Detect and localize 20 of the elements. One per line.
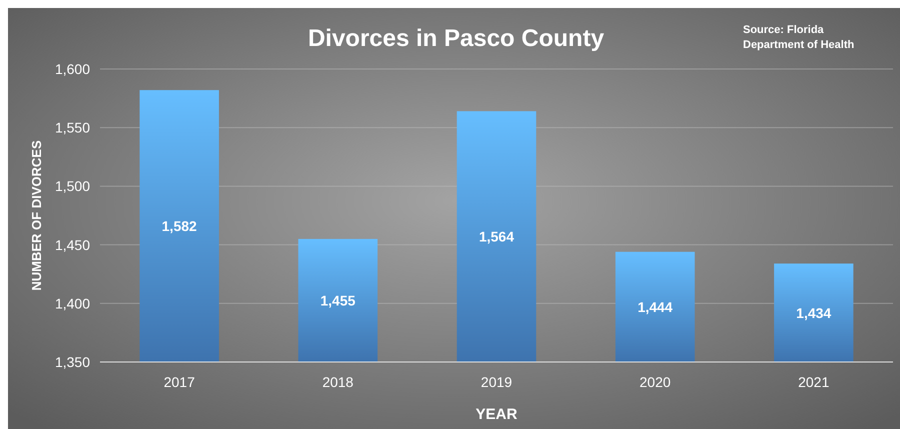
y-tick-label: 1,550 xyxy=(54,120,90,136)
data-label: 1,455 xyxy=(320,292,356,308)
x-axis-title: YEAR xyxy=(476,406,518,423)
x-tick-label: 2021 xyxy=(798,374,830,390)
x-tick-label: 2019 xyxy=(480,374,512,390)
data-label: 1,444 xyxy=(638,298,673,315)
data-label: 1,582 xyxy=(162,218,198,234)
x-tick-label: 2018 xyxy=(322,374,354,390)
chart-title: Divorces in Pasco County xyxy=(308,25,605,52)
y-tick-label: 1,400 xyxy=(54,295,90,312)
y-tick-label: 1,450 xyxy=(54,236,90,253)
x-tick-label: 2020 xyxy=(640,374,671,390)
source-note: Source: Florida Department of Health xyxy=(743,24,855,51)
x-tick-label: 2017 xyxy=(164,374,196,390)
data-label: 1,434 xyxy=(796,304,832,321)
y-tick-label: 1,350 xyxy=(54,354,90,370)
y-tick-label: 1,600 xyxy=(54,61,90,77)
y-tick-label: 1,500 xyxy=(54,178,90,194)
data-label: 1,564 xyxy=(478,228,514,245)
y-axis-title: NUMBER OF DIVORCES xyxy=(29,140,44,291)
